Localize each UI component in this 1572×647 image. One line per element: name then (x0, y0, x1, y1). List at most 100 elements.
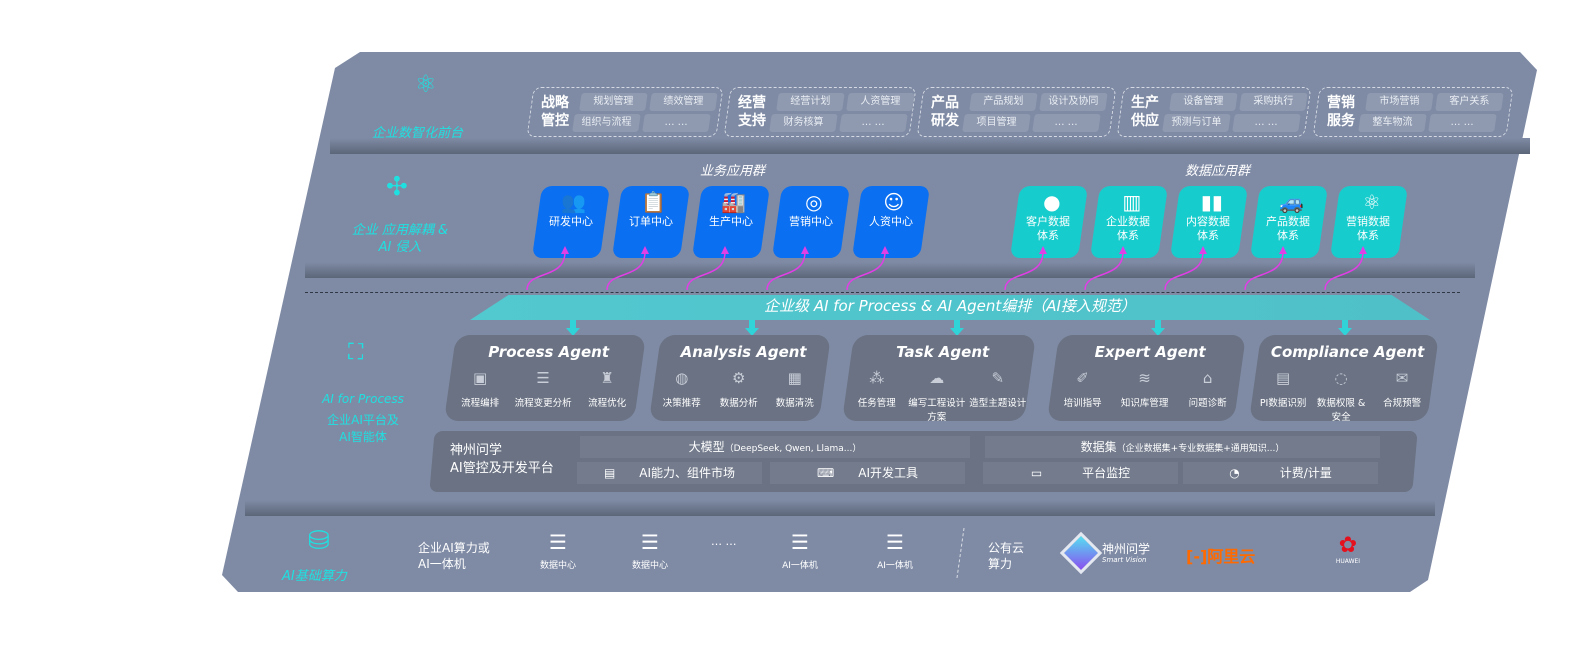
capability-label: 知识库管理 (1121, 398, 1169, 409)
ai-label-1: AI for Process (322, 392, 404, 406)
arrow-head (566, 328, 580, 336)
arrow-head (1151, 328, 1165, 336)
aliyun-logo: [-]阿里云 (1186, 547, 1256, 566)
down-arrow (1155, 320, 1161, 328)
capability-icon: ☰ (536, 369, 551, 387)
capability-icon: ✐ (1076, 369, 1089, 387)
connector-arrow (606, 251, 646, 291)
node-label: AI一体机 (782, 561, 818, 571)
connector-arrow (846, 251, 886, 291)
connector-arrow (686, 251, 726, 291)
server-icon: ☰ (886, 530, 904, 554)
compute-node: ☰ AI一体机 (765, 530, 835, 571)
huawei-logo-icon: ✿ HUAWEI (1330, 534, 1366, 566)
huawei-name: HUAWEI (1335, 558, 1361, 565)
compute-node: ☰ 数据中心 (523, 530, 593, 571)
billing-row[interactable]: ◔ 计费/计量 (1183, 462, 1378, 484)
agent-capability: ♜ 流程优化 (575, 369, 638, 409)
monitor-icon: ▭ (1030, 466, 1043, 480)
capability-label: 任务管理 (857, 398, 896, 409)
capability-label: 数据权限 & 安全 (1317, 398, 1366, 423)
agent-title: Analysis Agent (680, 343, 807, 361)
arrow-head (641, 246, 649, 254)
arrow-head (1199, 246, 1207, 254)
model-label: 大模型 (688, 440, 725, 454)
agent-capability: ⁂ 任务管理 (846, 369, 907, 409)
arrow-head (881, 246, 889, 254)
capability-icon: ⚙ (731, 369, 746, 387)
arrow-head (745, 328, 759, 336)
down-arrow (954, 320, 960, 328)
capability-label: 造型主题设计 (969, 398, 1027, 409)
monitor-label: 平台监控 (1082, 466, 1131, 480)
connector-arrow (766, 251, 806, 291)
capability-label: 流程优化 (587, 398, 626, 409)
connector-arrow (1164, 251, 1204, 291)
capability-label: 数据分析 (719, 398, 758, 409)
divider (330, 138, 1530, 154)
dashed-line (305, 292, 1460, 293)
capability-label: 编写工程设计方案 (907, 398, 965, 423)
devtools-icon: ⌨ (816, 466, 835, 480)
enterprise-label: 企业AI算力或AI一体机 (418, 541, 490, 571)
down-arrow (570, 320, 576, 328)
node-label: 数据中心 (539, 561, 576, 571)
agent-capability: ⌂ 问题诊断 (1176, 369, 1238, 409)
arrow-head (561, 246, 569, 254)
public-label: 公有云算力 (988, 541, 1025, 571)
agent-card[interactable]: Task Agent ⁂ 任务管理 ☁ 编写工程设计方案 ✎ 造型主题设计 (841, 335, 1037, 423)
capability-label: PI数据识别 (1259, 398, 1307, 409)
agent-capability: ☰ 流程变更分析 (512, 369, 575, 409)
orchestration-banner: 企业级 AI for Process & AI Agent编排（AI接入规范） (470, 295, 1430, 320)
dataset-label: 数据集 (1080, 440, 1117, 454)
capability-label: 培训指导 (1063, 398, 1102, 409)
arrow-head (950, 328, 964, 336)
agent-card[interactable]: Compliance Agent ▤ PI数据识别 ◌ 数据权限 & 安全 ✉ 合规预警 (1248, 335, 1440, 423)
agent-card[interactable]: Process Agent ▣ 流程编排 ☰ 流程变更分析 ♜ 流程优化 (443, 335, 647, 421)
agent-card[interactable]: Analysis Agent ◍ 决策推荐 ⚙ 数据分析 ▦ 数据清洗 (648, 335, 832, 421)
platform-title: 神州问学 AI管控及开发平台 (450, 442, 554, 478)
apps-label: 企业 应用解耦 & AI 侵入 (351, 223, 449, 255)
market-row[interactable]: ▤ AI能力、组件市场 (577, 462, 762, 484)
banner-text: 企业级 AI for Process & AI Agent编排（AI接入规范） (764, 297, 1136, 315)
agent-capability: ⚙ 数据分析 (710, 369, 767, 409)
smart-vision-name: 神州问学 (1102, 542, 1151, 556)
agent-title: Expert Agent (1094, 343, 1206, 361)
data-title: 数据应用群 (1185, 164, 1251, 179)
monitor-row[interactable]: ▭ 平台监控 (983, 462, 1178, 484)
capability-label: 流程变更分析 (514, 398, 572, 409)
connector-arrow (1084, 251, 1124, 291)
billing-label: 计费/计量 (1279, 466, 1332, 480)
capability-icon: ☁ (928, 369, 944, 387)
smart-vision-sub: Smart Vision (1102, 556, 1147, 564)
agent-capability: ▤ PI数据识别 (1253, 369, 1312, 409)
agent-capability: ✐ 培训指导 (1051, 369, 1113, 409)
node-label: 数据中心 (631, 561, 668, 571)
agent-title: Compliance Agent (1270, 343, 1425, 361)
capability-label: 合规预警 (1382, 398, 1421, 409)
server-icon: ☰ (549, 530, 567, 554)
devtools-row[interactable]: ⌨ AI开发工具 (770, 462, 965, 484)
ai-label-2: 企业AI平台及AI智能体 (327, 413, 399, 444)
capability-icon: ✎ (991, 369, 1005, 387)
dataset-note: （企业数据集+专业数据集+通用知识...） (1116, 444, 1285, 454)
brain-icon: ⚛ (415, 70, 437, 98)
model-row: 大模型（DeepSeek, Qwen, Llama...） (580, 436, 970, 458)
top-label: 企业数智化前台 (372, 126, 464, 141)
agent-capability: ◌ 数据权限 & 安全 (1312, 369, 1371, 423)
server-icon: ☰ (641, 530, 659, 554)
face-scan-icon: ⛶ (348, 340, 364, 365)
gauge-icon: ◔ (1229, 466, 1240, 480)
down-arrow (1342, 320, 1348, 328)
agent-title: Task Agent (896, 343, 990, 361)
agent-capability: ✎ 造型主题设计 (968, 369, 1029, 409)
business-title: 业务应用群 (700, 164, 766, 179)
capability-icon: ▤ (1275, 369, 1291, 387)
arrow-head (1279, 246, 1287, 254)
market-icon: ▤ (603, 466, 616, 480)
node-label: AI一体机 (877, 561, 913, 571)
capability-label: 问题诊断 (1188, 398, 1227, 409)
ellipsis: … … (711, 535, 737, 548)
agent-card[interactable]: Expert Agent ✐ 培训指导 ≋ 知识库管理 ⌂ 问题诊断 (1046, 335, 1247, 421)
agent-capability: ≋ 知识库管理 (1114, 369, 1176, 409)
